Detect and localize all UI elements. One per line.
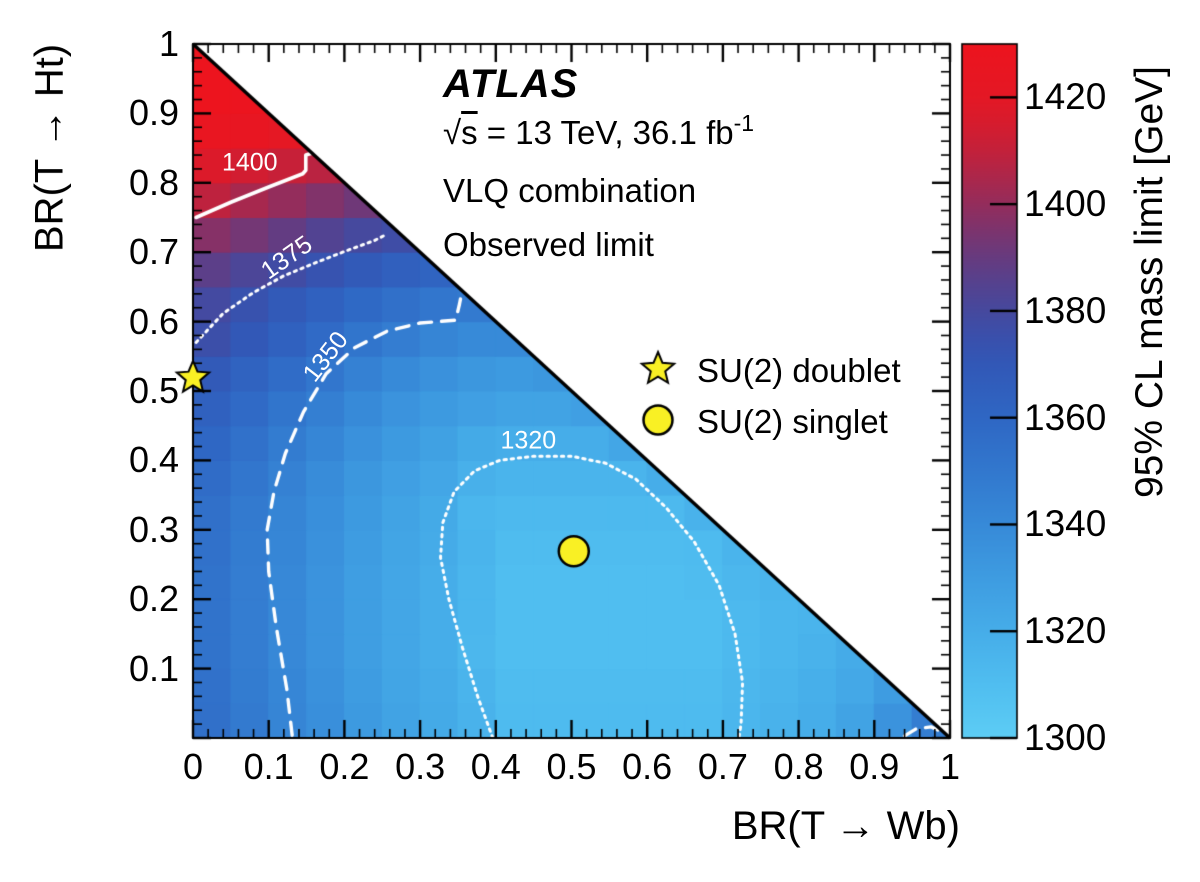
y-tick-label: 1: [158, 23, 179, 64]
x-tick-label: 0.3: [395, 746, 446, 787]
y-tick-label: 0.7: [128, 231, 179, 273]
x-tick-label: 0.6: [622, 746, 673, 787]
analysis-label: VLQ combination: [443, 172, 697, 209]
atlas-label: ATLAS: [443, 62, 579, 106]
x-tick-label: 0.5: [546, 746, 597, 787]
x-tick-label: 1: [939, 746, 961, 787]
y-tick-label: 0.6: [128, 300, 179, 342]
y-tick-label: 0.2: [128, 578, 179, 620]
x-tick-label: 0: [182, 746, 204, 787]
colorbar-tick-label: 1380: [1024, 289, 1107, 331]
energy-text: = 13 TeV, 36.1 fb: [477, 114, 734, 151]
y-tick-label: 0.4: [128, 439, 179, 481]
colorbar-title: 95% CL mass limit [GeV]: [1128, 65, 1171, 499]
y-tick-label: 0.9: [128, 92, 179, 134]
colorbar-tick-label: 1340: [1024, 503, 1107, 545]
energy-luminosity-label: √s = 13 TeV, 36.1 fb-1: [443, 110, 754, 152]
x-tick-label: 0.4: [470, 746, 521, 787]
y-tick-label: 0.1: [128, 647, 179, 689]
colorbar-tick-label: 1420: [1024, 76, 1107, 118]
limit-type-label: Observed limit: [443, 226, 654, 263]
legend-singlet-label: SU(2) singlet: [697, 403, 888, 440]
colorbar-tick-label: 1400: [1024, 183, 1107, 225]
colorbar-tick-label: 1300: [1024, 717, 1107, 758]
legend-doublet-label: SU(2) doublet: [697, 352, 901, 389]
x-tick-label: 0.2: [319, 746, 370, 787]
x-axis-title: BR(T → Wb): [731, 804, 960, 848]
x-tick-label: 0.7: [697, 746, 748, 787]
colorbar-tick-label: 1360: [1024, 396, 1107, 438]
sqrt-s: s: [461, 114, 478, 151]
sqrt-sign: √: [443, 114, 462, 151]
y-tick-label: 0.8: [128, 161, 179, 203]
x-tick-label: 0.1: [243, 746, 294, 787]
contour-label-1400: 1400: [221, 148, 278, 177]
y-tick-label: 0.3: [128, 508, 179, 550]
x-tick-label: 0.8: [773, 746, 824, 787]
colorbar-tick-label: 1320: [1024, 610, 1107, 652]
contour-label-1320: 1320: [500, 426, 557, 455]
y-tick-label: 0.5: [128, 370, 179, 411]
y-axis-title: BR(T → Ht): [27, 43, 72, 253]
lumi-exponent: -1: [733, 110, 755, 136]
x-tick-label: 0.9: [849, 746, 900, 787]
